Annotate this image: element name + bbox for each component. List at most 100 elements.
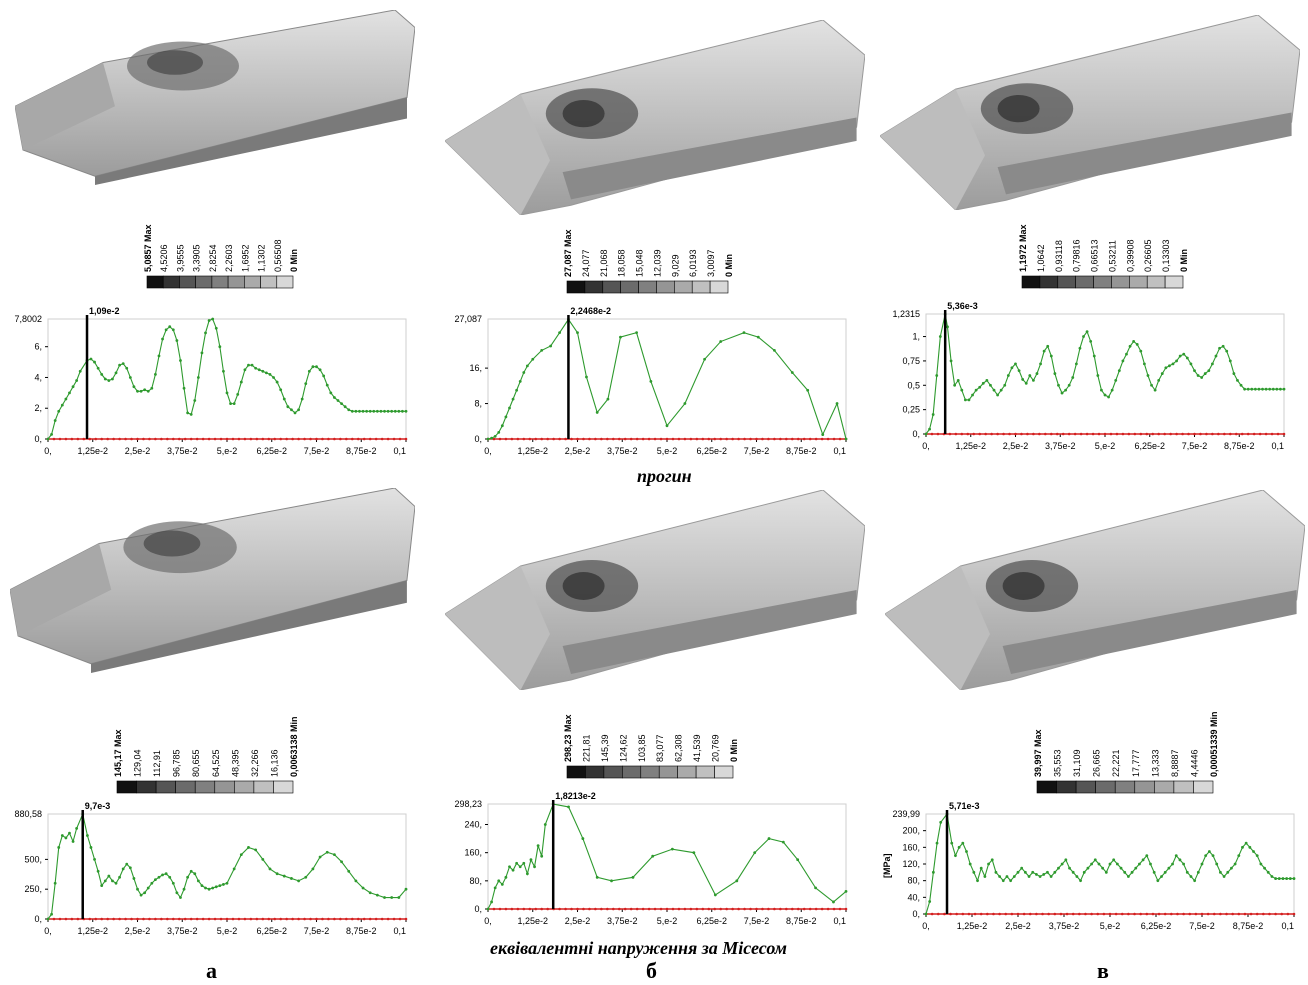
series-point	[325, 383, 329, 387]
baseline-point	[1071, 912, 1075, 916]
baseline-point	[677, 907, 681, 911]
baseline-point	[576, 437, 579, 441]
series-point	[193, 872, 197, 876]
legend-swatch	[1111, 275, 1130, 289]
baseline-point	[118, 917, 121, 921]
baseline-point	[356, 917, 360, 921]
series-point	[1264, 387, 1268, 391]
baseline-point	[1274, 912, 1277, 916]
legend-label: 62,308	[674, 734, 684, 762]
baseline-point	[719, 437, 722, 441]
series-point	[1145, 854, 1149, 858]
series-point	[1185, 870, 1189, 874]
baseline-point	[773, 437, 776, 441]
hull-shape	[879, 14, 1301, 211]
legend-swatch	[136, 780, 157, 794]
baseline-point	[88, 917, 92, 921]
series-point	[85, 834, 89, 837]
legend-swatch	[175, 780, 196, 794]
legend-swatch	[211, 275, 229, 289]
x-tick-label: 3,75e-2	[167, 926, 198, 936]
series-point	[1125, 352, 1128, 356]
series-point	[1074, 362, 1078, 366]
series-point	[1275, 387, 1279, 391]
series-point	[1142, 362, 1146, 366]
x-tick-label: 2,5e-2	[125, 446, 151, 456]
baseline-point	[255, 917, 259, 921]
series-point	[225, 391, 229, 395]
series-point	[107, 379, 111, 382]
series-point	[1168, 364, 1171, 368]
series-point	[606, 397, 610, 401]
baseline-point	[374, 437, 378, 441]
baseline-point	[273, 917, 277, 921]
y-tick-label: 6,	[34, 342, 42, 352]
series-point	[1112, 858, 1116, 862]
baseline-point	[1194, 912, 1198, 916]
series-point	[75, 379, 79, 382]
baseline-point	[826, 437, 830, 441]
series-point	[949, 359, 953, 363]
series-point	[781, 840, 785, 844]
series-point	[967, 398, 971, 402]
baseline-point	[808, 907, 812, 911]
series-point	[247, 363, 250, 367]
baseline-point	[339, 917, 342, 921]
legend-label: 2,8254	[208, 244, 218, 272]
series-point	[368, 891, 372, 895]
series-point	[390, 409, 394, 413]
baseline-point	[1097, 432, 1101, 436]
series-point	[143, 891, 147, 895]
series-point	[300, 397, 304, 401]
y-tick-label: 0,	[474, 434, 482, 444]
series-point	[118, 875, 121, 879]
baseline-point	[339, 437, 342, 441]
x-tick-label: 7,5e-2	[304, 446, 330, 456]
baseline-point	[1008, 432, 1011, 436]
series-point	[946, 325, 949, 329]
legend-swatch	[656, 280, 675, 294]
baseline-point	[1026, 432, 1029, 436]
baseline-point	[1145, 912, 1149, 916]
series-point	[311, 365, 315, 369]
series-point	[57, 846, 61, 849]
legend-label: 0 Min	[729, 739, 739, 762]
series-point	[196, 879, 200, 883]
x-tick-label: 5,e-2	[657, 916, 678, 926]
legend-label: 0,26605	[1143, 239, 1153, 272]
series-point	[486, 437, 490, 441]
series-point	[282, 397, 286, 401]
series-point	[989, 383, 992, 387]
baseline-point	[665, 907, 669, 911]
baseline-point	[623, 437, 627, 441]
series-point	[1121, 359, 1125, 363]
baseline-point	[1234, 432, 1238, 436]
baseline-point	[540, 437, 543, 441]
series-point	[93, 857, 96, 861]
legend-label: 2,2603	[224, 244, 234, 272]
hull-side-face	[562, 590, 857, 674]
series-point	[1178, 354, 1182, 358]
baseline-point	[195, 437, 199, 441]
series-point	[558, 331, 561, 335]
series-point	[954, 854, 957, 858]
series-point	[1174, 854, 1178, 858]
stress-core	[1002, 572, 1045, 600]
x-tick-label: 0,	[484, 916, 492, 926]
baseline-point	[321, 917, 324, 921]
series-point	[1114, 379, 1118, 382]
baseline-point	[979, 912, 983, 916]
series-point	[146, 389, 150, 393]
series-point	[53, 419, 57, 422]
baseline-point	[820, 437, 824, 441]
baseline-point	[534, 907, 538, 911]
baseline-point	[177, 437, 181, 441]
series-point	[257, 368, 261, 372]
series-point	[814, 886, 817, 890]
series-point	[1060, 862, 1064, 866]
baseline-point	[737, 907, 740, 911]
series-point	[401, 409, 404, 413]
baseline-point	[998, 912, 1001, 916]
series-point	[1211, 362, 1214, 366]
baseline-point	[249, 917, 253, 921]
